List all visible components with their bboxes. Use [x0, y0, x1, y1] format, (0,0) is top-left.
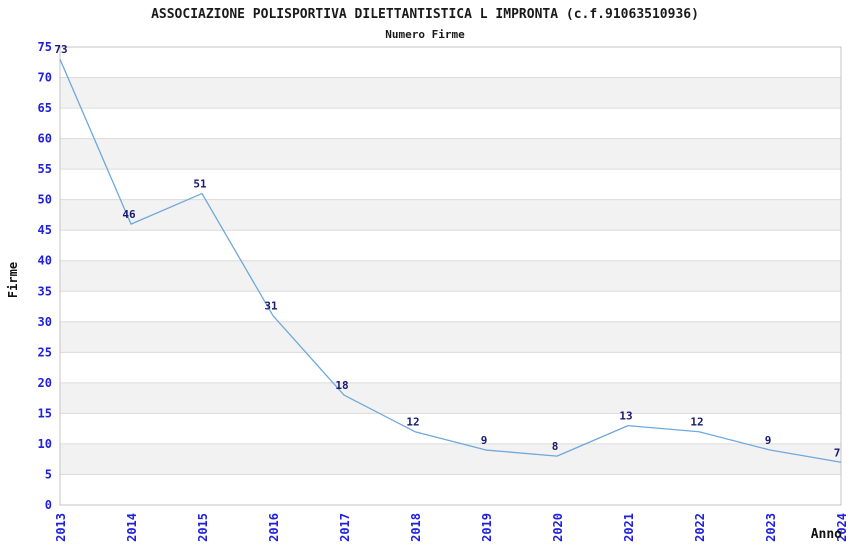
plot-band	[60, 77, 841, 109]
y-tick-label: 55	[38, 162, 52, 176]
y-tick-label: 25	[38, 345, 52, 359]
value-label: 9	[481, 434, 488, 447]
series-line	[59, 58, 842, 463]
value-label: 46	[122, 208, 136, 221]
plot-band	[60, 199, 841, 231]
value-label: 13	[619, 410, 632, 423]
y-tick-label: 60	[38, 132, 52, 146]
plot-band	[60, 138, 841, 170]
x-tick-label: 2013	[54, 513, 68, 542]
value-label: 73	[54, 43, 67, 56]
x-tick-label: 2019	[480, 513, 494, 542]
x-tick-label: 2018	[409, 513, 423, 542]
value-label: 31	[264, 300, 278, 313]
y-tick-label: 70	[38, 71, 52, 85]
value-label: 9	[765, 434, 772, 447]
y-tick-label: 5	[45, 467, 52, 481]
y-tick-label: 50	[38, 193, 52, 207]
x-tick-label: 2015	[196, 513, 210, 542]
plot-band	[60, 443, 841, 475]
value-label: 51	[193, 178, 207, 191]
chart-subtitle: Numero Firme	[385, 28, 465, 41]
x-tick-label: 2017	[338, 513, 352, 542]
x-axis-title: Anno	[810, 527, 842, 542]
x-tick-label: 2023	[764, 513, 778, 542]
x-tick-label: 2024	[835, 513, 849, 542]
value-label: 18	[335, 379, 348, 392]
y-tick-label: 40	[38, 254, 52, 268]
plot-band	[60, 382, 841, 414]
plot-band	[60, 260, 841, 292]
value-label: 12	[690, 416, 703, 429]
x-tick-label: 2014	[125, 513, 139, 542]
y-tick-label: 45	[38, 223, 52, 237]
y-tick-label: 75	[38, 40, 52, 54]
y-tick-label: 35	[38, 284, 52, 298]
x-tick-label: 2021	[622, 513, 636, 542]
x-tick-label: 2022	[693, 513, 707, 542]
value-label: 12	[406, 416, 419, 429]
y-tick-label: 30	[38, 315, 52, 329]
y-tick-label: 15	[38, 406, 52, 420]
chart-title: ASSOCIAZIONE POLISPORTIVA DILETTANTISTIC…	[151, 7, 699, 22]
y-tick-label: 0	[45, 498, 52, 512]
plot-border	[59, 46, 842, 506]
x-tick-label: 2016	[267, 513, 281, 542]
x-tick-label: 2020	[551, 513, 565, 542]
value-label: 7	[834, 446, 841, 459]
value-label: 8	[552, 440, 559, 453]
y-tick-label: 20	[38, 376, 52, 390]
y-tick-label: 65	[38, 101, 52, 115]
y-tick-label: 10	[38, 437, 52, 451]
plot-band	[60, 321, 841, 353]
